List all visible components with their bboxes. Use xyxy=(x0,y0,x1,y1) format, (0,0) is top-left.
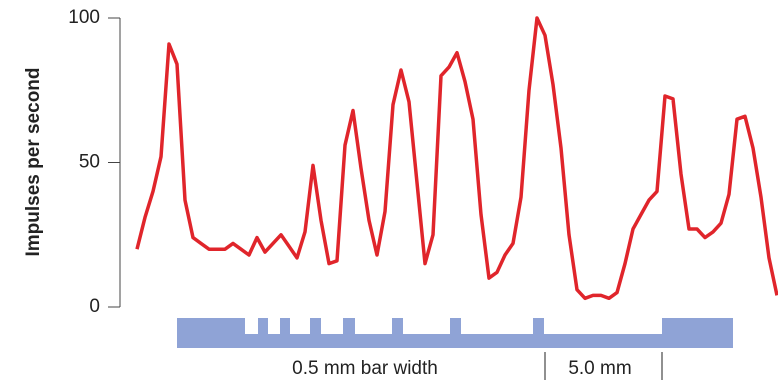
y-axis-label: Impulses per second xyxy=(23,67,44,256)
stimulus-bar xyxy=(280,318,290,348)
y-tick-label: 100 xyxy=(68,7,100,28)
stimulus-bar xyxy=(343,318,355,348)
annotation: 0.5 mm bar width xyxy=(292,358,438,379)
stimulus-bar xyxy=(533,318,544,348)
stimulus xyxy=(177,318,733,348)
stimulus-bar xyxy=(450,318,461,348)
stimulus-bar xyxy=(258,318,268,348)
y-tick-label: 0 xyxy=(89,296,100,317)
annotation: 5.0 mm xyxy=(568,358,631,379)
stimulus-bar xyxy=(177,318,245,348)
y-tick-label: 50 xyxy=(79,152,100,173)
stimulus-bar xyxy=(662,318,733,348)
data-line xyxy=(135,16,778,301)
stimulus-bar xyxy=(392,318,403,348)
stimulus-bar xyxy=(310,318,321,348)
